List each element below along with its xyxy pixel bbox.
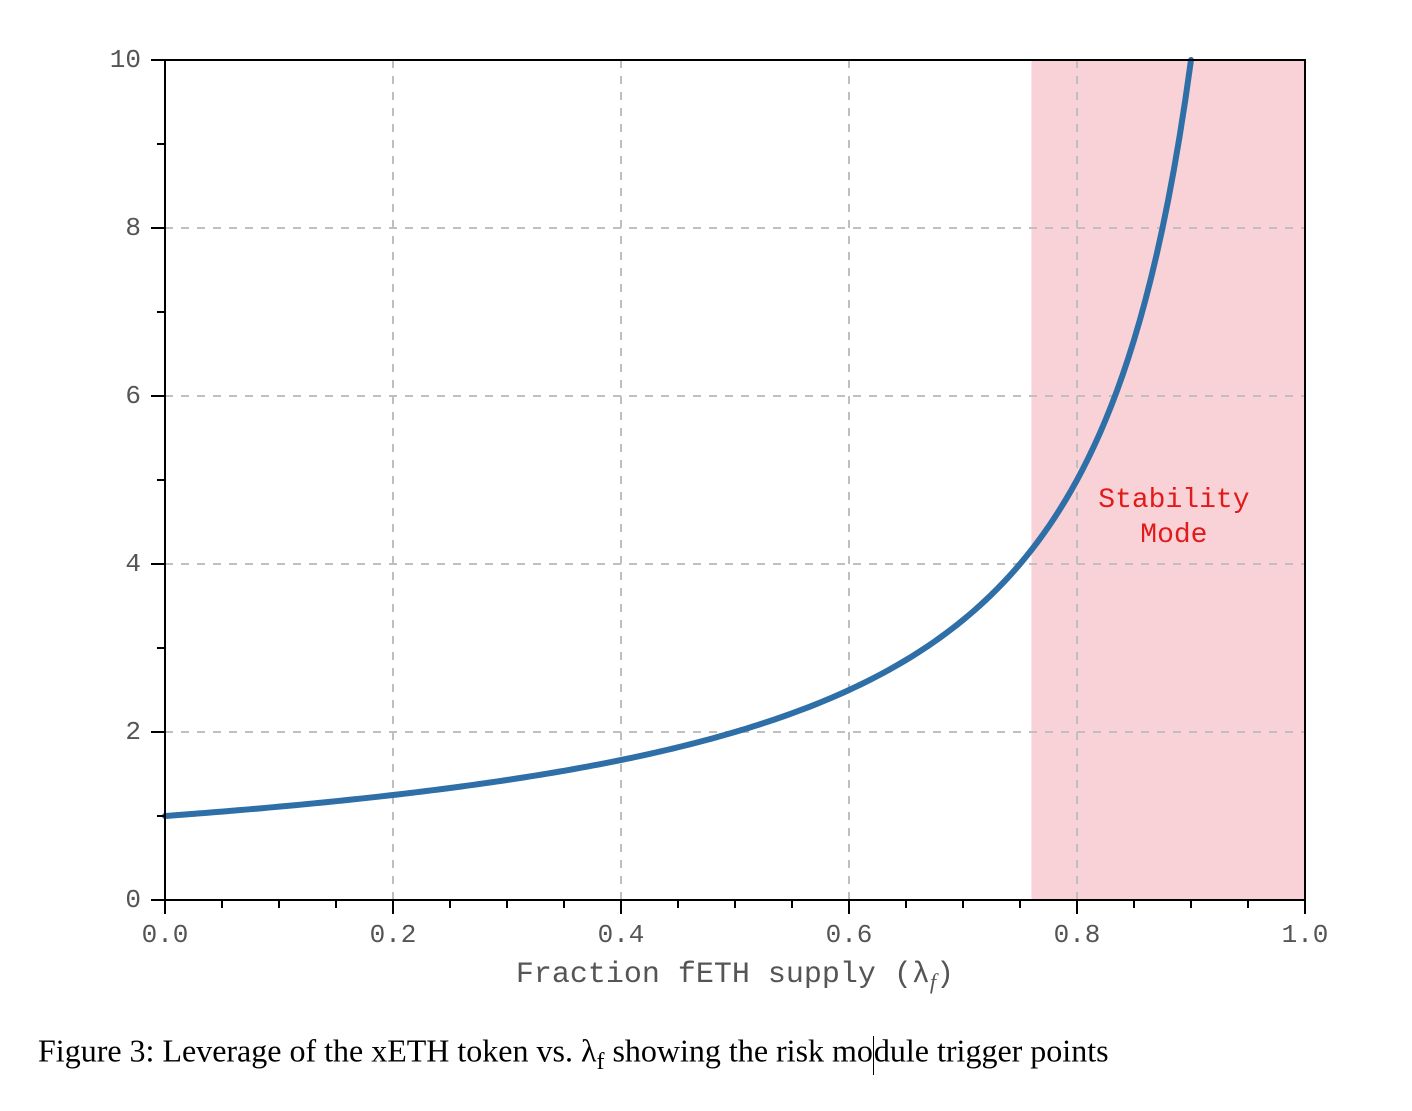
x-tick-label: 0.6 bbox=[826, 920, 873, 950]
x-tick-label: 0.8 bbox=[1054, 920, 1101, 950]
plot-area bbox=[165, 60, 1305, 900]
y-tick-label: 10 bbox=[110, 45, 141, 75]
chart-svg bbox=[165, 60, 1305, 900]
text-cursor-icon bbox=[873, 1036, 874, 1074]
x-tick-label: 0.4 bbox=[598, 920, 645, 950]
figure-caption: Figure 3: Leverage of the xETH token vs.… bbox=[38, 1030, 1109, 1076]
stability-mode-annotation: Stability Mode bbox=[1098, 483, 1249, 553]
y-tick-label: 6 bbox=[125, 381, 141, 411]
y-tick-label: 4 bbox=[125, 549, 141, 579]
x-tick-label: 0.0 bbox=[142, 920, 189, 950]
x-tick-label: 1.0 bbox=[1282, 920, 1329, 950]
y-tick-label: 2 bbox=[125, 717, 141, 747]
caption-body-3: dule trigger points bbox=[874, 1032, 1109, 1068]
x-axis-label: Fraction fETH supply (λf) bbox=[516, 958, 954, 995]
figure-container: xETH Effective Leverage Fraction fETH su… bbox=[0, 0, 1412, 1111]
y-tick-label: 8 bbox=[125, 213, 141, 243]
caption-prefix: Figure 3: bbox=[38, 1032, 162, 1068]
caption-body-2: showing the risk mo bbox=[604, 1032, 872, 1068]
x-tick-label: 0.2 bbox=[370, 920, 417, 950]
caption-body-1: Leverage of the xETH token vs. λ bbox=[162, 1032, 596, 1068]
y-tick-label: 0 bbox=[125, 885, 141, 915]
